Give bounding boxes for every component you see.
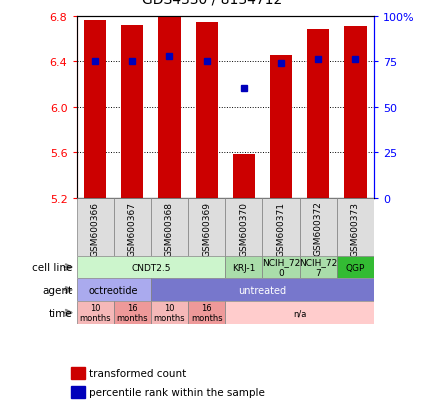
- FancyBboxPatch shape: [151, 301, 188, 324]
- Text: CNDT2.5: CNDT2.5: [131, 263, 170, 272]
- Bar: [270, 56, 292, 198]
- Text: time: time: [48, 308, 72, 318]
- FancyBboxPatch shape: [113, 198, 151, 256]
- Text: agent: agent: [42, 285, 72, 295]
- FancyBboxPatch shape: [113, 301, 151, 324]
- Text: cell line: cell line: [32, 262, 72, 273]
- Text: NCIH_72
7: NCIH_72 7: [299, 258, 337, 277]
- Bar: [71, 386, 85, 398]
- FancyBboxPatch shape: [151, 279, 374, 301]
- FancyBboxPatch shape: [76, 279, 151, 301]
- FancyBboxPatch shape: [300, 256, 337, 279]
- FancyBboxPatch shape: [225, 256, 262, 279]
- FancyBboxPatch shape: [337, 256, 374, 279]
- FancyBboxPatch shape: [188, 198, 225, 256]
- Text: GSM600373: GSM600373: [351, 201, 360, 256]
- Bar: [84, 21, 106, 198]
- FancyBboxPatch shape: [225, 198, 262, 256]
- Text: GSM600372: GSM600372: [314, 201, 323, 256]
- Text: NCIH_72
0: NCIH_72 0: [262, 258, 300, 277]
- FancyBboxPatch shape: [337, 198, 374, 256]
- Text: n/a: n/a: [293, 309, 306, 317]
- Text: 16
months: 16 months: [191, 303, 222, 323]
- Bar: [158, 17, 181, 198]
- Text: 10
months: 10 months: [79, 303, 111, 323]
- Text: octreotide: octreotide: [89, 285, 139, 295]
- Text: 10
months: 10 months: [154, 303, 185, 323]
- Text: 16
months: 16 months: [116, 303, 148, 323]
- FancyBboxPatch shape: [188, 301, 225, 324]
- FancyBboxPatch shape: [151, 198, 188, 256]
- Bar: [307, 30, 329, 198]
- Text: KRJ-1: KRJ-1: [232, 263, 255, 272]
- Text: GSM600368: GSM600368: [165, 201, 174, 256]
- FancyBboxPatch shape: [262, 198, 300, 256]
- FancyBboxPatch shape: [262, 256, 300, 279]
- Text: QGP: QGP: [346, 263, 365, 272]
- FancyBboxPatch shape: [76, 301, 113, 324]
- FancyBboxPatch shape: [76, 256, 225, 279]
- Bar: [232, 155, 255, 198]
- Text: percentile rank within the sample: percentile rank within the sample: [89, 387, 265, 396]
- Text: GSM600366: GSM600366: [91, 201, 99, 256]
- FancyBboxPatch shape: [225, 301, 374, 324]
- Bar: [121, 26, 143, 198]
- FancyBboxPatch shape: [76, 198, 113, 256]
- Text: GSM600370: GSM600370: [239, 201, 248, 256]
- Bar: [344, 27, 366, 198]
- Text: GSM600369: GSM600369: [202, 201, 211, 256]
- Text: transformed count: transformed count: [89, 368, 187, 378]
- FancyBboxPatch shape: [300, 198, 337, 256]
- Text: GDS4330 / 8134712: GDS4330 / 8134712: [142, 0, 283, 6]
- Text: GSM600367: GSM600367: [128, 201, 137, 256]
- Bar: [196, 24, 218, 198]
- Text: untreated: untreated: [238, 285, 286, 295]
- Text: GSM600371: GSM600371: [277, 201, 286, 256]
- Bar: [71, 367, 85, 379]
